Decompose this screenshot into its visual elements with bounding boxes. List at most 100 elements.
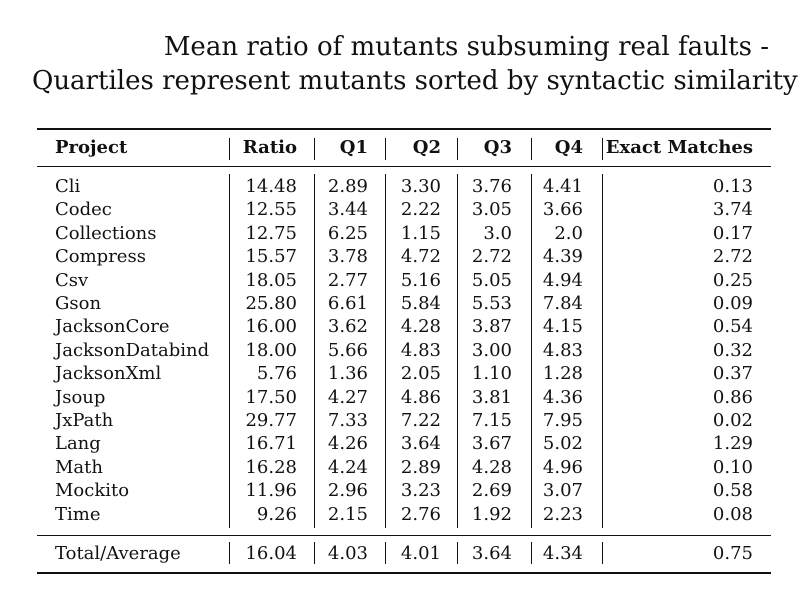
column-separator	[385, 138, 386, 160]
row-project-name: Mockito	[55, 480, 130, 501]
total-cell: 4.01	[400, 543, 441, 564]
total-label: Total/Average	[55, 543, 181, 564]
table-cell: 5.84	[400, 293, 441, 314]
table-cell: 1.15	[400, 223, 441, 244]
table-cell: 3.07	[542, 480, 583, 501]
table-cell: 11.96	[245, 480, 297, 501]
table-cell: 3.30	[400, 176, 441, 197]
table-cell: 0.02	[712, 410, 753, 431]
table-cell: 3.64	[400, 433, 441, 454]
table-cell: 16.28	[245, 457, 297, 478]
table-cell: 0.13	[712, 176, 753, 197]
table-cell: 5.53	[471, 293, 512, 314]
table-cell: 4.83	[400, 340, 441, 361]
table-cell: 4.28	[400, 316, 441, 337]
column-separator	[531, 542, 532, 564]
table-cell: 1.92	[471, 504, 512, 525]
table-cell: 7.33	[327, 410, 368, 431]
row-project-name: Csv	[55, 270, 89, 291]
table-cell: 4.36	[542, 387, 583, 408]
table-cell: 14.48	[245, 176, 297, 197]
table-cell: 2.05	[400, 363, 441, 384]
table-cell: 3.81	[471, 387, 512, 408]
table-cell: 0.37	[712, 363, 753, 384]
table-cell: 0.58	[712, 480, 753, 501]
column-separator	[457, 174, 458, 528]
column-separator	[385, 174, 386, 528]
table-cell: 16.71	[245, 433, 297, 454]
column-separator	[229, 174, 230, 528]
table-cell: 29.77	[245, 410, 297, 431]
table-cell: 6.61	[327, 293, 368, 314]
table-cell: 3.62	[327, 316, 368, 337]
row-project-name: Compress	[55, 246, 146, 267]
table-cell: 0.32	[712, 340, 753, 361]
table-cell: 1.28	[542, 363, 583, 384]
table-total-rule	[37, 535, 771, 536]
table-cell: 0.17	[712, 223, 753, 244]
column-separator	[314, 174, 315, 528]
total-cell: 4.03	[327, 543, 368, 564]
total-cell: 3.64	[471, 543, 512, 564]
table-cell: 5.76	[256, 363, 297, 384]
column-separator	[229, 542, 230, 564]
table-cell: 18.00	[245, 340, 297, 361]
row-project-name: Cli	[55, 176, 81, 197]
table-top-rule	[37, 128, 771, 130]
table-cell: 2.89	[400, 457, 441, 478]
table-cell: 7.15	[471, 410, 512, 431]
table-cell: 4.41	[542, 176, 583, 197]
table-cell: 1.10	[471, 363, 512, 384]
row-project-name: Codec	[55, 199, 112, 220]
table-cell: 6.25	[327, 223, 368, 244]
column-separator	[602, 174, 603, 528]
row-project-name: Jsoup	[55, 387, 106, 408]
total-cell: 0.75	[712, 543, 753, 564]
table-cell: 2.0	[554, 223, 583, 244]
table-cell: 3.44	[327, 199, 368, 220]
table-cell: 3.05	[471, 199, 512, 220]
table-cell: 2.69	[471, 480, 512, 501]
column-separator	[531, 174, 532, 528]
table-cell: 4.24	[327, 457, 368, 478]
column-header: Q1	[339, 137, 368, 158]
table-cell: 5.05	[471, 270, 512, 291]
table-cell: 2.72	[471, 246, 512, 267]
column-header: Q4	[554, 137, 583, 158]
row-project-name: Gson	[55, 293, 102, 314]
table-cell: 9.26	[256, 504, 297, 525]
column-header: Project	[55, 137, 128, 158]
table-cell: 2.89	[327, 176, 368, 197]
table-cell: 4.72	[400, 246, 441, 267]
row-project-name: JxPath	[55, 410, 114, 431]
table-cell: 12.75	[245, 223, 297, 244]
table-cell: 15.57	[245, 246, 297, 267]
row-project-name: JacksonDatabind	[55, 340, 210, 361]
table-cell: 5.16	[400, 270, 441, 291]
column-separator	[314, 138, 315, 160]
column-separator	[602, 542, 603, 564]
table-cell: 3.0	[483, 223, 512, 244]
table-cell: 5.66	[327, 340, 368, 361]
row-project-name: JacksonXml	[55, 363, 162, 384]
table-cell: 5.02	[542, 433, 583, 454]
column-separator	[314, 542, 315, 564]
table-cell: 4.27	[327, 387, 368, 408]
table-cell: 0.10	[712, 457, 753, 478]
table-cell: 0.54	[712, 316, 753, 337]
table-cell: 3.66	[542, 199, 583, 220]
total-cell: 16.04	[245, 543, 297, 564]
row-project-name: JacksonCore	[55, 316, 170, 337]
column-header: Q3	[483, 137, 512, 158]
table-cell: 7.22	[400, 410, 441, 431]
table-cell: 18.05	[245, 270, 297, 291]
column-separator	[531, 138, 532, 160]
column-separator	[385, 542, 386, 564]
table-cell: 4.94	[542, 270, 583, 291]
table-cell: 4.15	[542, 316, 583, 337]
table-cell: 4.39	[542, 246, 583, 267]
row-project-name: Math	[55, 457, 103, 478]
table-cell: 0.86	[712, 387, 753, 408]
table-cell: 2.15	[327, 504, 368, 525]
table-cell: 4.86	[400, 387, 441, 408]
